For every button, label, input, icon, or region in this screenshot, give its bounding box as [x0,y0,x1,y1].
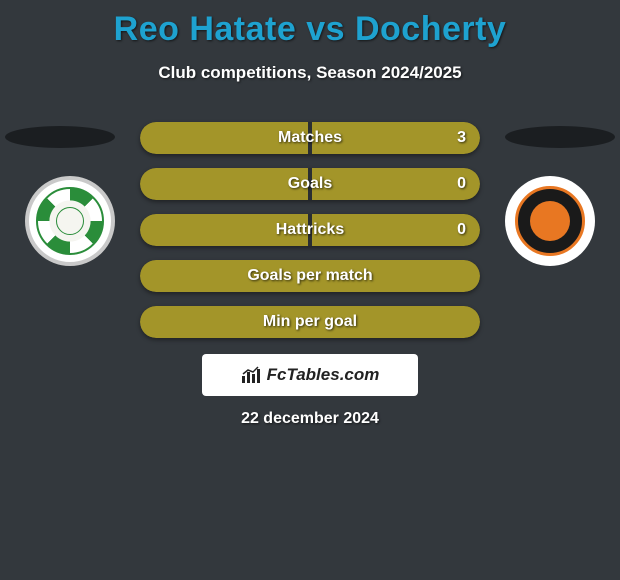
dundee-crest-icon [515,186,585,256]
player-shadow-right [505,126,615,148]
stat-label: Min per goal [140,306,480,338]
stat-row-hattricks: Hattricks 0 [140,214,480,246]
page-subtitle: Club competitions, Season 2024/2025 [0,63,620,83]
stat-value-right: 3 [457,122,466,154]
page-title: Reo Hatate vs Docherty [0,0,620,49]
stat-value-right: 0 [457,168,466,200]
brand-text: FcTables.com [267,365,380,385]
celtic-crest-icon [36,187,104,255]
stat-label: Goals per match [140,260,480,292]
stat-row-min-per-goal: Min per goal [140,306,480,338]
stat-row-matches: Matches 3 [140,122,480,154]
stat-row-goals: Goals 0 [140,168,480,200]
stat-label: Hattricks [140,214,480,246]
stat-label: Matches [140,122,480,154]
date-text: 22 december 2024 [0,410,620,428]
stat-value-right: 0 [457,214,466,246]
bar-chart-icon [241,366,263,384]
stat-row-goals-per-match: Goals per match [140,260,480,292]
player-shadow-left [5,126,115,148]
team-badge-left [25,176,115,266]
team-badge-right [505,176,595,266]
stats-bars: Matches 3 Goals 0 Hattricks 0 Goals per … [140,122,480,352]
stat-label: Goals [140,168,480,200]
brand-box[interactable]: FcTables.com [202,354,418,396]
